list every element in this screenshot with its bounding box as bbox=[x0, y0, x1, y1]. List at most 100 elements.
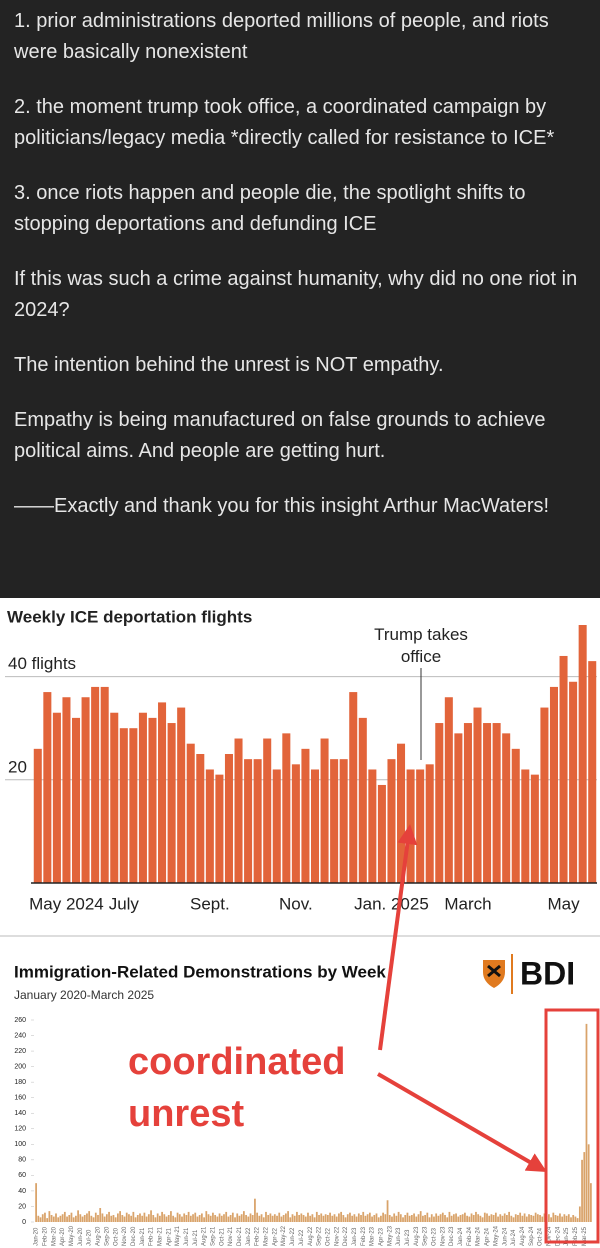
bar bbox=[563, 1214, 566, 1222]
bar bbox=[419, 1211, 422, 1222]
x-tick-label: July bbox=[109, 894, 140, 913]
bar bbox=[156, 1213, 159, 1222]
bar bbox=[77, 1210, 79, 1222]
y-tick-label: 40 flights bbox=[8, 654, 76, 673]
bar bbox=[435, 1213, 438, 1222]
x-tick-label: Jun-22 bbox=[290, 1227, 296, 1246]
bar bbox=[539, 1215, 541, 1222]
bar bbox=[330, 759, 339, 883]
x-tick-label: Feb-20 bbox=[43, 1226, 49, 1246]
bar bbox=[300, 1213, 303, 1222]
post: 1. prior administrations deported millio… bbox=[0, 0, 600, 598]
bar bbox=[256, 1212, 259, 1222]
x-tick-label: Jan-21 bbox=[140, 1227, 146, 1246]
x-tick-label: Jan-20 bbox=[34, 1227, 40, 1246]
chart-subtitle: January 2020-March 2025 bbox=[14, 988, 154, 1002]
bar bbox=[366, 1214, 369, 1222]
bar bbox=[269, 1213, 272, 1222]
bar bbox=[62, 697, 71, 883]
bar bbox=[494, 1212, 497, 1222]
x-tick-label: Sep-23 bbox=[423, 1226, 429, 1246]
bar bbox=[424, 1215, 427, 1222]
bar bbox=[559, 655, 568, 883]
bar bbox=[48, 1211, 51, 1222]
bar bbox=[203, 1217, 205, 1222]
bar bbox=[282, 733, 291, 883]
bar bbox=[52, 712, 61, 883]
bar bbox=[355, 1216, 358, 1222]
bar bbox=[91, 686, 100, 883]
x-tick-label: Aug-23 bbox=[414, 1226, 420, 1246]
x-tick-label: Sep-22 bbox=[317, 1226, 323, 1246]
bar bbox=[329, 1212, 331, 1222]
bar bbox=[559, 1213, 561, 1222]
x-tick-label: Sept. bbox=[190, 894, 230, 913]
bar bbox=[437, 1215, 440, 1222]
bar bbox=[148, 717, 157, 883]
bar bbox=[358, 717, 367, 883]
paragraph: The intention behind the unrest is NOT e… bbox=[14, 354, 444, 376]
bar bbox=[530, 1215, 533, 1222]
bar bbox=[386, 1200, 389, 1222]
y-tick-label: 60 bbox=[18, 1172, 26, 1179]
bar bbox=[216, 1216, 219, 1222]
y-tick-label: 220 bbox=[14, 1048, 26, 1055]
bar bbox=[172, 1215, 175, 1222]
bar bbox=[466, 1215, 469, 1222]
bar bbox=[399, 1214, 402, 1222]
x-tick-label: Aug-21 bbox=[202, 1226, 208, 1246]
bar bbox=[129, 728, 138, 883]
bar bbox=[265, 1211, 267, 1222]
bar bbox=[410, 1215, 413, 1222]
bar bbox=[506, 1215, 508, 1222]
bar bbox=[464, 1212, 466, 1222]
x-tick-label: Mar-21 bbox=[157, 1226, 163, 1246]
bar bbox=[320, 1213, 323, 1222]
bar bbox=[158, 702, 167, 883]
bar bbox=[517, 1215, 519, 1222]
bar bbox=[310, 769, 320, 883]
bar bbox=[455, 1213, 457, 1222]
bar bbox=[368, 769, 377, 883]
bar bbox=[578, 625, 587, 883]
bar bbox=[307, 1212, 309, 1222]
bar bbox=[66, 1216, 68, 1222]
arrow bbox=[378, 824, 418, 1051]
y-tick-label: 0 bbox=[22, 1219, 26, 1226]
bar bbox=[205, 769, 214, 883]
bar bbox=[344, 1217, 347, 1222]
x-tick-label: Nov-20 bbox=[122, 1226, 128, 1246]
bar bbox=[165, 1216, 168, 1222]
bar bbox=[576, 1218, 579, 1222]
x-tick-label: Jul-22 bbox=[299, 1229, 305, 1246]
x-tick-label: Nov. bbox=[279, 894, 313, 913]
bar bbox=[556, 1215, 559, 1222]
y-tick-label: 180 bbox=[14, 1079, 26, 1086]
bar bbox=[130, 1215, 133, 1222]
bar bbox=[50, 1215, 53, 1222]
y-tick-label: 100 bbox=[14, 1141, 26, 1148]
bar bbox=[278, 1212, 281, 1222]
bar bbox=[81, 697, 90, 883]
x-tick-label: Jul-24 bbox=[511, 1229, 517, 1246]
x-tick-label: Jul-20 bbox=[87, 1229, 93, 1246]
x-tick-label: Dec-24 bbox=[555, 1226, 561, 1246]
bar bbox=[512, 1217, 515, 1222]
bar bbox=[457, 1216, 460, 1222]
x-tick-label: Oct-21 bbox=[219, 1227, 225, 1246]
bar bbox=[473, 707, 482, 883]
bar bbox=[313, 1217, 316, 1222]
bar bbox=[364, 1215, 367, 1222]
bar bbox=[540, 707, 549, 883]
bar bbox=[368, 1212, 371, 1222]
bar bbox=[508, 1211, 510, 1222]
bar bbox=[70, 1212, 73, 1222]
x-tick-label: Nov-22 bbox=[334, 1226, 340, 1246]
bar bbox=[251, 1215, 254, 1222]
bar bbox=[320, 738, 329, 883]
bar bbox=[254, 1198, 256, 1222]
bar bbox=[59, 1215, 62, 1222]
x-tick-label: Oct-24 bbox=[538, 1227, 544, 1246]
bar bbox=[543, 1213, 546, 1222]
